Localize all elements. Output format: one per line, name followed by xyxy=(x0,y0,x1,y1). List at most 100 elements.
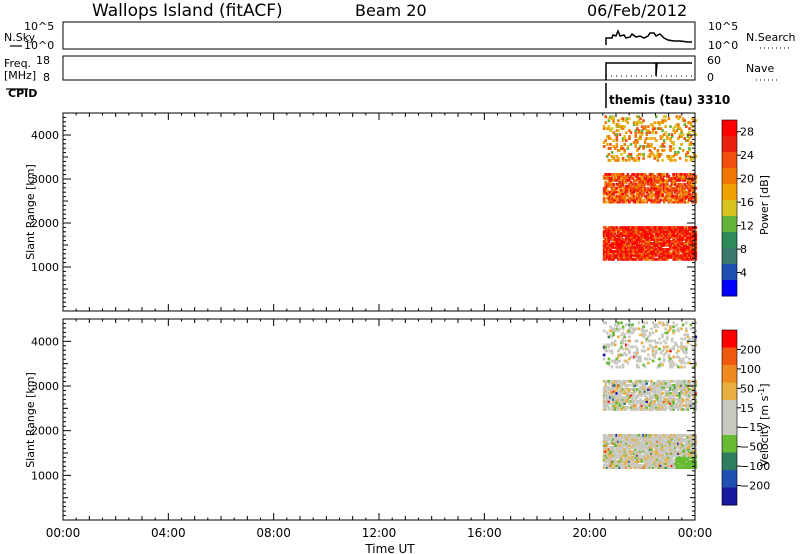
data-cell xyxy=(647,154,650,158)
data-cell xyxy=(640,257,644,261)
data-cell xyxy=(662,232,666,235)
data-cell xyxy=(624,391,628,395)
data-cell xyxy=(645,389,649,393)
data-cell xyxy=(670,234,674,237)
data-cell xyxy=(615,253,619,257)
data-cell xyxy=(664,249,668,253)
data-cell xyxy=(642,331,645,335)
data-cell xyxy=(661,379,664,383)
data-cell xyxy=(602,404,606,407)
data-cell xyxy=(631,440,634,443)
data-cell xyxy=(607,462,611,465)
data-cell xyxy=(650,251,653,255)
data-cell xyxy=(647,125,650,129)
data-cell xyxy=(683,433,687,437)
data-cell xyxy=(624,188,628,192)
data-cell xyxy=(675,379,679,383)
data-cell xyxy=(612,462,615,465)
data-cell xyxy=(684,242,688,245)
data-cell xyxy=(637,321,641,325)
data-cell xyxy=(618,437,622,441)
data-cell xyxy=(656,452,660,455)
data-cell xyxy=(662,440,666,443)
data-cell xyxy=(613,228,617,231)
data-cell xyxy=(645,321,649,325)
data-cell xyxy=(683,251,687,255)
data-cell xyxy=(637,327,641,331)
colorbar-frame xyxy=(721,329,738,506)
data-cell xyxy=(645,435,649,439)
data-cell xyxy=(686,249,690,253)
data-cell xyxy=(684,448,688,451)
data-cell xyxy=(609,228,612,231)
data-cell xyxy=(631,228,634,231)
data-cell xyxy=(664,351,668,355)
data-cell xyxy=(640,121,644,125)
data-cell xyxy=(612,396,615,399)
data-cell xyxy=(678,404,682,407)
data-cell xyxy=(689,450,693,453)
data-cell xyxy=(642,232,645,235)
data-cell xyxy=(620,127,623,131)
data-cell xyxy=(623,408,626,411)
data-cell xyxy=(605,385,609,389)
data-cell xyxy=(673,178,677,182)
data-cell xyxy=(617,359,620,363)
data-cell xyxy=(618,398,622,401)
data-cell xyxy=(656,176,660,180)
data-cell xyxy=(669,391,672,395)
data-cell xyxy=(609,137,612,140)
data-cell xyxy=(683,119,687,123)
data-cell xyxy=(654,385,658,389)
data-cell xyxy=(669,363,672,367)
data-cell xyxy=(605,143,609,146)
data-cell xyxy=(659,381,663,385)
data-cell xyxy=(653,236,656,239)
data-cell xyxy=(615,125,619,129)
data-cell xyxy=(639,249,642,253)
data-cell xyxy=(640,226,644,230)
data-cell xyxy=(610,351,614,355)
data-cell xyxy=(658,406,661,409)
data-cell xyxy=(661,182,664,186)
data-cell xyxy=(681,257,685,261)
data-cell xyxy=(677,137,680,140)
data-cell xyxy=(643,180,647,184)
data-cell xyxy=(610,188,614,192)
data-cell xyxy=(621,188,625,192)
data-cell xyxy=(620,345,623,349)
data-cell xyxy=(642,246,645,249)
data-cell xyxy=(654,236,658,239)
data-cell xyxy=(659,385,663,389)
data-cell xyxy=(667,156,671,160)
data-cell xyxy=(681,248,685,251)
data-cell xyxy=(634,234,638,237)
data-cell xyxy=(651,359,655,363)
data-cell xyxy=(651,184,655,188)
data-cell xyxy=(667,226,671,230)
data-cell xyxy=(683,381,687,385)
data-cell xyxy=(678,192,682,196)
data-cell xyxy=(673,406,677,409)
data-cell xyxy=(626,440,630,443)
data-cell xyxy=(645,196,649,200)
data-cell xyxy=(669,240,672,243)
colorbar-tick-label: 15 xyxy=(740,402,754,415)
data-cell xyxy=(626,184,630,188)
data-cell xyxy=(673,433,677,437)
data-cell xyxy=(605,127,609,131)
data-cell xyxy=(618,404,622,407)
data-cell xyxy=(618,444,622,447)
data-cell xyxy=(636,172,639,176)
data-cell xyxy=(628,464,631,467)
data-cell xyxy=(678,176,682,180)
data-cell xyxy=(669,158,672,162)
data-cell xyxy=(684,450,688,453)
data-cell xyxy=(691,454,694,457)
data-cell xyxy=(605,236,609,239)
data-cell xyxy=(688,251,691,255)
data-cell xyxy=(659,226,663,230)
data-cell xyxy=(640,246,644,249)
data-cell xyxy=(648,448,652,451)
data-cell xyxy=(643,194,647,198)
